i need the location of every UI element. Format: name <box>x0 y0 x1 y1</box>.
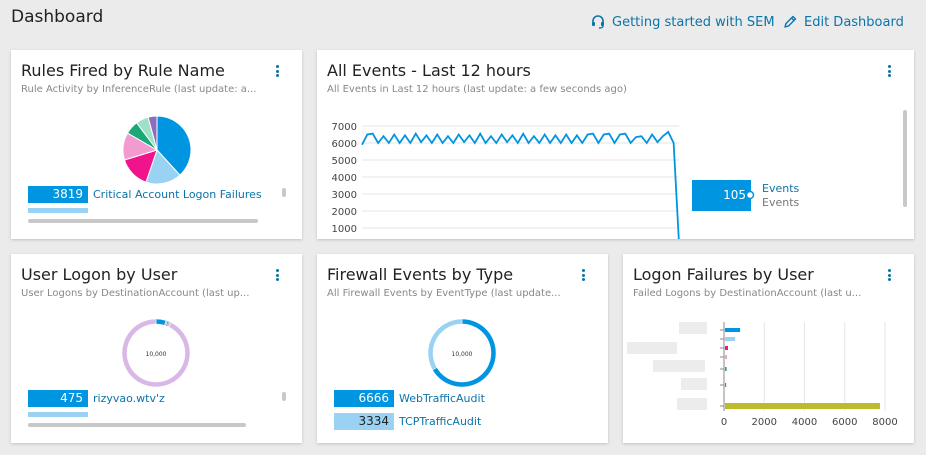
legend-value-bar <box>28 186 88 203</box>
edit-dashboard-link[interactable]: Edit Dashboard <box>782 14 904 30</box>
failure-bar-2[interactable] <box>725 346 729 350</box>
failure-bar-1[interactable] <box>725 337 736 341</box>
rules-pie-chart[interactable] <box>119 112 195 188</box>
legend-value: 3819 <box>52 187 83 201</box>
legend-marker-icon <box>745 190 755 200</box>
y-tick-label-4: 3000 <box>332 190 357 201</box>
y-tick-label-3: 4000 <box>332 173 357 184</box>
legend-value: 475 <box>60 391 83 405</box>
redacted-user-label-3 <box>681 378 707 390</box>
vertical-scrollbar[interactable] <box>282 392 286 401</box>
legend-value-bar-tcp <box>334 413 394 430</box>
failure-bar-6[interactable] <box>725 403 880 409</box>
y-tick-label-5: 2000 <box>332 207 357 218</box>
logon-failures-bar-chart[interactable]: 0 2000 4000 6000 8000 <box>623 314 914 443</box>
failure-bar-0[interactable] <box>725 328 741 332</box>
legend-label-critical-account-logon-failures[interactable]: Critical Account Logon Failures <box>93 188 262 201</box>
firewall-donut-slice-1[interactable] <box>427 318 463 371</box>
user-logon-donut-chart[interactable]: 10,000 <box>121 318 191 388</box>
legend-value: 105 <box>723 188 746 202</box>
legend-value-bar <box>28 390 88 407</box>
legend-value-web: 6666 <box>358 391 389 405</box>
user-logon-donut-slice-6[interactable] <box>121 318 191 388</box>
card-menu-icon[interactable] <box>578 268 588 282</box>
firewall-donut-chart[interactable]: 10,000 <box>427 318 497 388</box>
x-tick-label-4: 8000 <box>872 417 897 428</box>
y-tick-label-6: 1000 <box>332 224 357 235</box>
x-tick-label-3: 6000 <box>832 417 857 428</box>
card-title: Rules Fired by Rule Name <box>21 61 225 80</box>
horizontal-scrollbar[interactable] <box>28 423 246 427</box>
x-tick-label-0: 0 <box>721 417 727 428</box>
card-menu-icon[interactable] <box>884 64 894 78</box>
card-title: All Events - Last 12 hours <box>327 61 531 80</box>
redacted-user-label-4 <box>677 398 707 410</box>
headset-icon <box>592 15 604 29</box>
legend-secondary-bar <box>28 412 88 417</box>
events-series-line[interactable] <box>361 130 680 239</box>
redacted-user-label-0 <box>679 322 707 334</box>
card-menu-icon[interactable] <box>272 268 282 282</box>
card-menu-icon[interactable] <box>272 64 282 78</box>
card-subtitle: All Events in Last 12 hours (last update… <box>327 84 627 95</box>
failure-bar-4[interactable] <box>725 367 727 371</box>
vertical-scrollbar[interactable] <box>903 110 907 207</box>
legend-label-events[interactable]: Events <box>762 182 800 195</box>
legend-label-web-traffic-audit[interactable]: WebTrafficAudit <box>399 392 485 405</box>
donut-center-label: 10,000 <box>452 351 473 358</box>
legend-label-user[interactable]: rizyvao.wtv'z <box>93 392 165 405</box>
card-subtitle: User Logons by DestinationAccount (last … <box>21 288 250 299</box>
vertical-scrollbar[interactable] <box>282 188 286 197</box>
card-title: User Logon by User <box>21 265 178 284</box>
redacted-user-label-1 <box>627 342 677 354</box>
getting-started-link[interactable]: Getting started with SEM <box>590 14 775 30</box>
failure-bar-3[interactable] <box>725 355 728 359</box>
y-tick-label-0: 7000 <box>332 122 357 133</box>
card-user-logon: User Logon by User User Logons by Destin… <box>11 254 302 443</box>
legend-label-tcp-traffic-audit[interactable]: TCPTrafficAudit <box>399 415 482 428</box>
page-title: Dashboard <box>11 7 104 27</box>
card-all-events: All Events - Last 12 hours All Events in… <box>317 50 914 239</box>
y-tick-label-1: 6000 <box>332 139 357 150</box>
x-tick-label-2: 4000 <box>792 417 817 428</box>
redacted-user-label-2 <box>653 360 705 372</box>
card-logon-failures: Logon Failures by User Failed Logons by … <box>623 254 914 443</box>
legend-secondary-bar <box>28 208 88 213</box>
card-subtitle: Rule Activity by InferenceRule (last upd… <box>21 84 257 95</box>
legend-sublabel: Events <box>762 196 800 209</box>
failure-bar-5[interactable] <box>725 383 727 387</box>
legend-value-bar <box>692 180 751 211</box>
events-line-chart[interactable]: 7000 6000 5000 4000 3000 2000 1000 <box>317 110 697 239</box>
y-tick-label-2: 5000 <box>332 156 357 167</box>
pencil-icon <box>784 15 797 28</box>
horizontal-scrollbar[interactable] <box>28 219 258 223</box>
donut-center-label: 10,000 <box>146 351 167 358</box>
card-rules-fired: Rules Fired by Rule Name Rule Activity b… <box>11 50 302 239</box>
user-logon-donut-slice-0[interactable] <box>155 318 167 326</box>
legend-value-tcp: 3334 <box>358 414 389 428</box>
rules-pie-slice-6[interactable] <box>147 115 158 151</box>
card-subtitle: Failed Logons by DestinationAccount (las… <box>633 288 862 299</box>
card-menu-icon[interactable] <box>884 268 894 282</box>
card-title: Firewall Events by Type <box>327 265 514 284</box>
card-firewall-events: Firewall Events by Type All Firewall Eve… <box>317 254 608 443</box>
getting-started-label: Getting started with SEM <box>612 14 775 30</box>
rules-pie-slice-0[interactable] <box>156 115 192 176</box>
card-subtitle: All Firewall Events by EventType (last u… <box>327 288 561 299</box>
edit-dashboard-label: Edit Dashboard <box>804 14 904 30</box>
x-tick-label-1: 2000 <box>752 417 777 428</box>
legend-value-bar-web <box>334 390 394 407</box>
card-title: Logon Failures by User <box>633 265 814 284</box>
